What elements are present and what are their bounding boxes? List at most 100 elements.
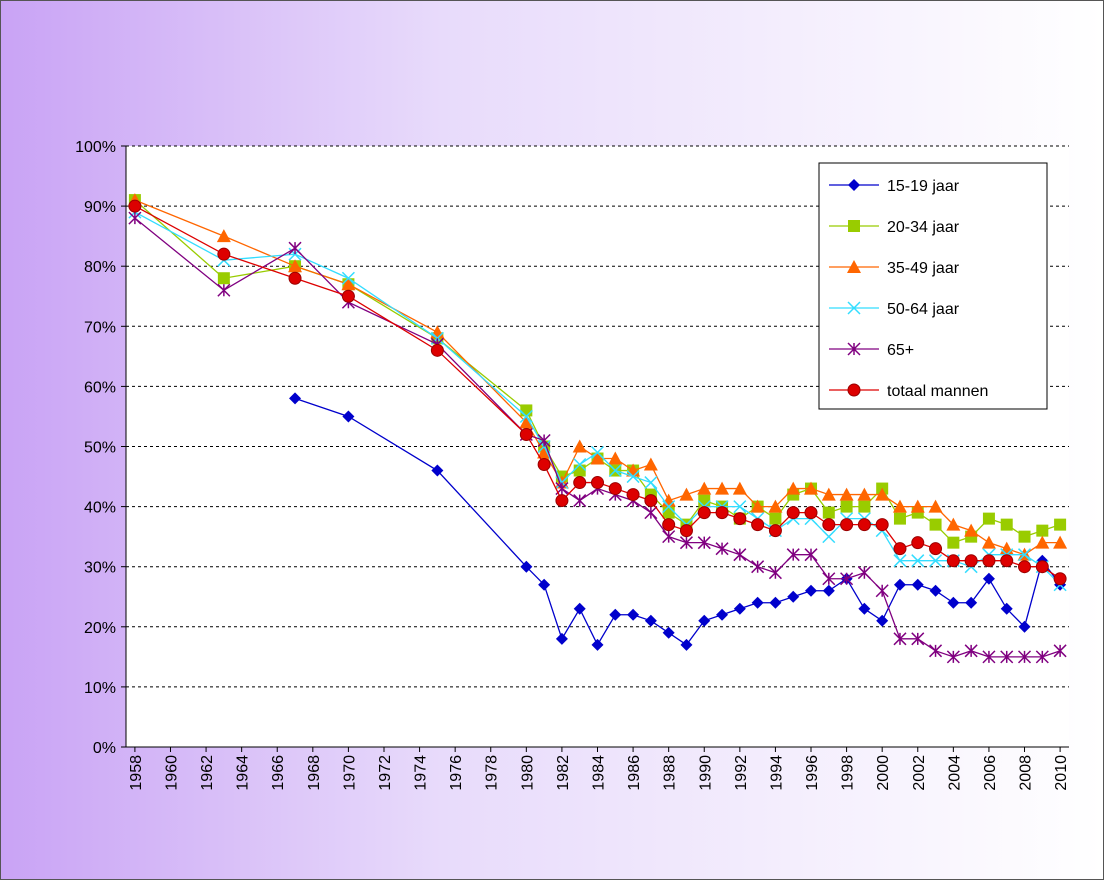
x-tick-label: 1958 xyxy=(128,755,145,791)
x-tick-label: 2000 xyxy=(875,755,892,791)
marker xyxy=(768,524,782,538)
marker xyxy=(1035,535,1050,549)
marker xyxy=(858,602,871,615)
marker xyxy=(573,494,587,508)
marker xyxy=(627,608,640,621)
marker xyxy=(786,548,800,562)
legend-marker xyxy=(847,342,861,356)
marker xyxy=(1000,650,1014,664)
marker xyxy=(608,464,622,478)
marker xyxy=(911,554,925,568)
marker xyxy=(519,409,533,423)
marker xyxy=(1053,644,1067,658)
marker xyxy=(573,602,586,615)
marker xyxy=(430,343,444,357)
marker xyxy=(519,427,533,441)
marker xyxy=(769,512,782,525)
marker xyxy=(591,476,604,490)
x-tick-label: 1990 xyxy=(697,755,714,791)
marker xyxy=(715,506,729,520)
legend-label: 15-19 jaar xyxy=(887,178,960,195)
marker xyxy=(804,481,819,495)
marker xyxy=(981,535,996,549)
marker xyxy=(839,487,854,501)
marker xyxy=(662,626,675,639)
marker xyxy=(555,494,569,508)
marker xyxy=(520,404,533,417)
marker xyxy=(875,518,889,532)
x-tick-label: 1964 xyxy=(235,755,252,791)
y-tick-label: 0% xyxy=(93,740,116,757)
x-tick-label: 1980 xyxy=(519,755,536,791)
legend-item: 35-49 jaar xyxy=(829,260,960,277)
marker xyxy=(697,506,711,520)
legend-item: 20-34 jaar xyxy=(829,219,960,236)
marker xyxy=(733,548,747,562)
marker xyxy=(679,536,693,550)
marker xyxy=(732,481,747,495)
x-tick-label: 1968 xyxy=(306,755,323,791)
marker xyxy=(893,542,907,556)
marker xyxy=(750,499,765,513)
legend-label: totaal mannen xyxy=(887,383,988,400)
marker xyxy=(947,536,960,549)
x-tick-label: 1962 xyxy=(199,755,216,791)
marker xyxy=(822,584,835,597)
marker xyxy=(537,445,552,459)
marker xyxy=(822,518,836,532)
marker xyxy=(573,464,586,477)
marker xyxy=(982,512,995,525)
x-tick-label: 1960 xyxy=(163,755,180,791)
marker xyxy=(1017,650,1032,664)
marker xyxy=(537,433,551,448)
marker xyxy=(519,415,534,429)
legend-marker xyxy=(847,383,861,397)
marker xyxy=(128,199,142,213)
marker xyxy=(965,596,978,609)
marker xyxy=(910,499,925,513)
marker xyxy=(342,410,355,423)
x-tick-label: 1996 xyxy=(804,755,821,791)
legend-marker xyxy=(847,260,861,273)
x-tick-label: 1998 xyxy=(840,755,857,791)
marker xyxy=(787,590,800,603)
marker xyxy=(1036,524,1049,537)
marker xyxy=(947,596,960,609)
marker xyxy=(590,451,605,465)
marker xyxy=(716,608,729,621)
marker xyxy=(840,500,853,513)
marker xyxy=(929,584,942,597)
marker xyxy=(643,457,658,471)
marker xyxy=(786,506,800,520)
marker xyxy=(982,554,996,568)
marker xyxy=(644,476,658,490)
marker xyxy=(786,481,801,495)
marker xyxy=(893,632,907,646)
legend-label: 35-49 jaar xyxy=(887,260,960,277)
marker xyxy=(982,650,996,664)
marker xyxy=(1017,548,1032,562)
marker xyxy=(893,512,906,525)
legend-item: 15-19 jaar xyxy=(829,178,960,195)
y-tick-label: 20% xyxy=(84,620,116,637)
marker xyxy=(715,542,729,556)
legend-item: totaal mannen xyxy=(829,383,988,400)
marker xyxy=(715,481,730,495)
marker xyxy=(662,506,675,519)
marker xyxy=(1000,518,1013,531)
x-tick-label: 1986 xyxy=(626,755,643,791)
marker xyxy=(1053,535,1068,549)
marker xyxy=(1018,620,1031,633)
series-line xyxy=(294,397,1061,647)
marker xyxy=(751,560,765,574)
marker xyxy=(911,536,925,550)
marker xyxy=(1053,572,1067,586)
marker xyxy=(857,487,872,501)
y-tick-label: 30% xyxy=(84,560,116,577)
x-tick-label: 1976 xyxy=(448,755,465,791)
y-tick-label: 80% xyxy=(84,259,116,276)
marker xyxy=(804,506,818,520)
marker xyxy=(840,572,854,586)
x-tick-label: 2004 xyxy=(946,755,963,791)
legend-marker xyxy=(848,220,860,232)
